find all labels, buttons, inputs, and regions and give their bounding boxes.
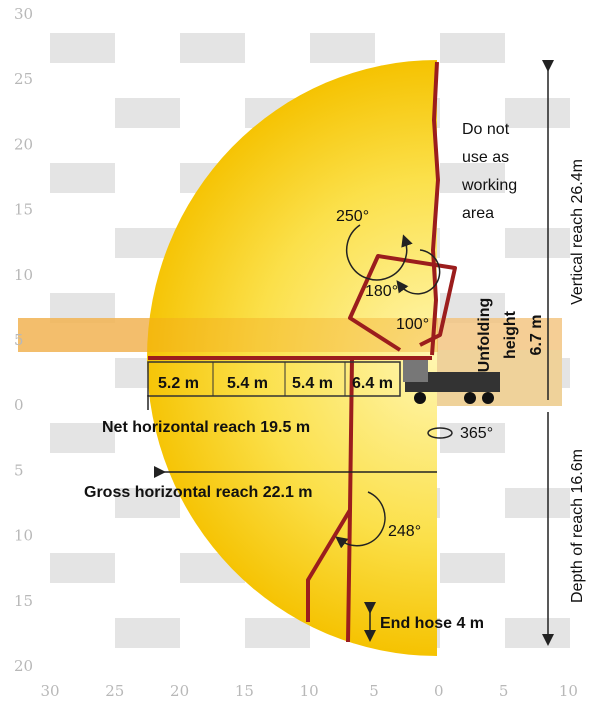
y-axis-label: 30 (14, 5, 33, 23)
grid-cell (50, 553, 115, 583)
grid-cell (115, 618, 180, 648)
x-axis-label: 10 (300, 682, 319, 700)
end-hose-label: End hose 4 m (380, 615, 484, 632)
grid-cell (440, 163, 505, 193)
grid-cell (245, 618, 310, 648)
angle-248-arrow (335, 491, 386, 549)
unfolding: Unfolding height 6.7 m (476, 298, 545, 373)
angle-label: 250° (336, 208, 369, 225)
end-hose (306, 508, 352, 622)
gross-reach-label: Gross horizontal reach 22.1 m (84, 484, 313, 501)
x-axis-label: 5 (499, 682, 509, 700)
y-axis-label: 15 (14, 201, 33, 219)
grid-cell (115, 488, 180, 518)
angle-180-arrow (396, 249, 441, 295)
grid-cell (505, 228, 570, 258)
truck (403, 360, 500, 404)
y-axis-label: 15 (14, 592, 33, 610)
warning: Do not use as working area (461, 121, 517, 222)
grid-cell (505, 98, 570, 128)
vertical-reach-label: Vertical reach 26.4m (569, 159, 586, 305)
segment-label: 6.4 m (352, 375, 393, 392)
warning-line: use as (462, 149, 509, 166)
grid-cell (310, 33, 375, 63)
grid-cell (50, 423, 115, 453)
angle-label: 365° (460, 425, 493, 442)
warning-line: area (462, 205, 494, 222)
x-axis-label: 15 (235, 682, 254, 700)
grid-cell (505, 488, 570, 518)
y-axis-label: 25 (14, 70, 33, 88)
segment-box (147, 361, 401, 397)
grid-cell (180, 33, 245, 63)
y-axis-label: 0 (14, 396, 24, 414)
net-reach-label: Net horizontal reach 19.5 m (102, 419, 310, 436)
grid-cell (50, 33, 115, 63)
segments: 5.2 m 5.4 m 5.4 m 6.4 m (158, 375, 393, 392)
y-axis-label: 20 (14, 657, 33, 675)
angle-label: 248° (388, 523, 421, 540)
y-axis-label: 5 (14, 461, 24, 479)
depth-reach-label: Depth of reach 16.6m (569, 449, 586, 603)
segment-label: 5.4 m (292, 375, 333, 392)
mast (430, 61, 440, 356)
segment-label: 5.4 m (227, 375, 268, 392)
x-axis-label: 30 (40, 682, 59, 700)
boom-folded (348, 254, 457, 352)
warning-line: Do not (462, 121, 510, 138)
grid-cell (50, 163, 115, 193)
grid-cell (440, 33, 505, 63)
angle-250-arrow (345, 224, 413, 281)
grid-cell (505, 618, 570, 648)
x-axis-label: 0 (434, 682, 444, 700)
angle-label: 100° (396, 316, 429, 333)
y-axis-label: 10 (14, 266, 33, 284)
angle-label: 180° (365, 283, 398, 300)
segment-label: 5.2 m (158, 375, 199, 392)
x-axis-label: 5 (369, 682, 379, 700)
grid-cell (440, 553, 505, 583)
y-axis-label: 10 (14, 527, 33, 545)
unfolding-line: height (502, 310, 519, 359)
height-band-overlay (18, 318, 438, 352)
warning-line: working (461, 177, 517, 194)
x-axis-label: 25 (105, 682, 124, 700)
grid-cell (115, 98, 180, 128)
grid-cell (440, 423, 505, 453)
rotation-icon (427, 427, 453, 439)
unfolding-line: 6.7 m (528, 315, 545, 356)
unfolding-line: Unfolding (476, 298, 493, 373)
x-axis-label: 10 (559, 682, 578, 700)
y-axis-label: 20 (14, 135, 33, 153)
x-axis-label: 20 (170, 682, 189, 700)
y-axis-label: 5 (14, 331, 24, 349)
